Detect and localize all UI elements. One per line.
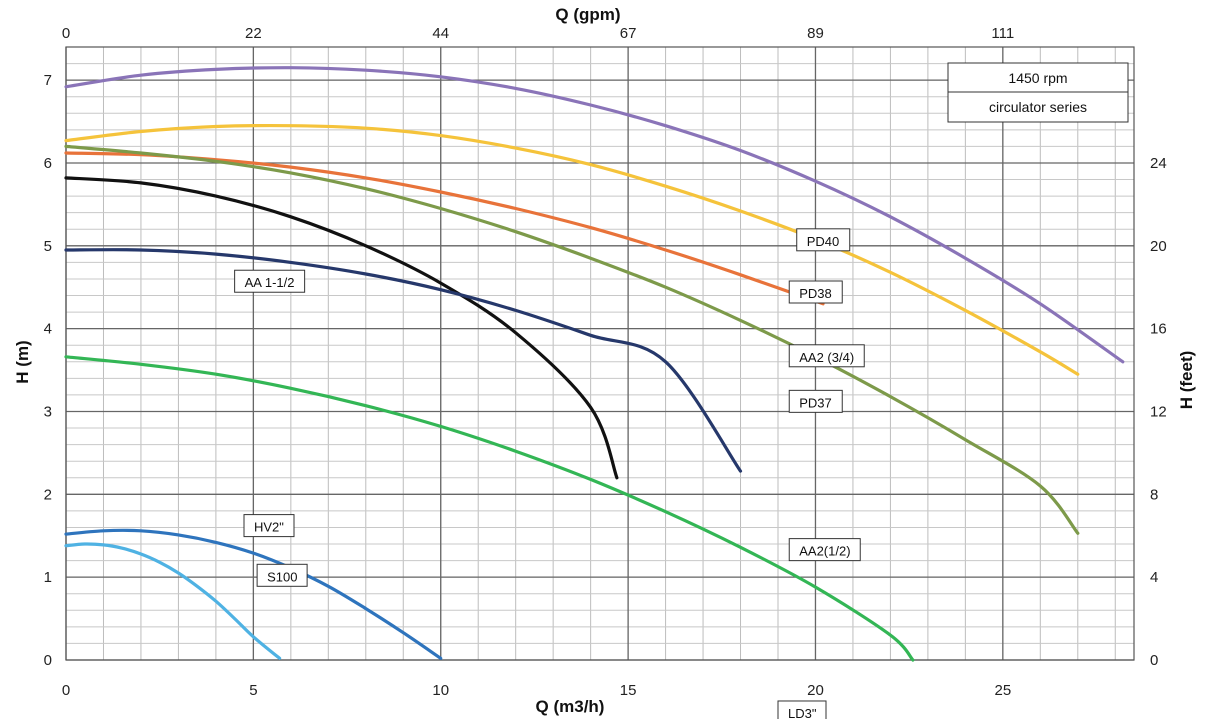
- series-label-frame: [777, 700, 827, 719]
- x-tick-label: 5: [249, 682, 257, 699]
- series-label-frame: [256, 563, 308, 587]
- y-axis-title: H (m): [13, 340, 32, 383]
- series-line-hv2: [64, 528, 443, 660]
- info-box-series-frame: [947, 91, 1129, 123]
- y-tick-label: 2: [44, 486, 52, 503]
- secondary-x-tick-label: 22: [245, 25, 262, 42]
- series-line-ld3: [64, 355, 915, 662]
- secondary-y-axis-title: H (feet): [1177, 351, 1196, 410]
- secondary-y-axis-ticks: 0 4 8 12 16 20 24: [1150, 155, 1167, 669]
- secondary-y-tick-label: 4: [1150, 569, 1158, 586]
- series-label-frame: [788, 280, 843, 304]
- secondary-x-axis-title: Q (gpm): [555, 5, 620, 24]
- series-line-pd37: [64, 144, 1080, 535]
- series-label-text: AA 1-1/2: [245, 275, 295, 290]
- series-label-frame: [796, 228, 851, 252]
- y-tick-label: 6: [44, 155, 52, 172]
- secondary-x-tick-label: 89: [807, 25, 824, 42]
- series-lines: [64, 66, 1125, 662]
- y-tick-label: 1: [44, 569, 52, 586]
- series-label-aa2-1-2: AA2(1/2): [788, 538, 861, 562]
- info-box: 1450 rpm circulator series: [947, 62, 1129, 123]
- series-label-ld3: LD3": [777, 700, 827, 719]
- y-tick-label: 4: [44, 321, 52, 338]
- secondary-x-axis-ticks: 0 22 44 67 89 111: [62, 25, 1014, 42]
- series-label-text: PD38: [799, 286, 832, 301]
- series-label-frame: [243, 514, 295, 538]
- secondary-x-tick-label: 44: [432, 25, 449, 42]
- secondary-x-tick-label: 0: [62, 25, 70, 42]
- x-axis-ticks: 0 5 10 15 20 25: [62, 682, 1011, 699]
- x-tick-label: 25: [994, 682, 1011, 699]
- series-label-s100: S100: [256, 563, 308, 587]
- secondary-x-tick-label: 111: [991, 25, 1014, 42]
- secondary-y-tick-label: 8: [1150, 486, 1158, 503]
- series-line-s100: [64, 542, 282, 660]
- series-label-text: HV2": [254, 520, 284, 535]
- y-tick-label: 7: [44, 72, 52, 89]
- series-line-aa2-1-2: [64, 248, 743, 473]
- series-line-pd38: [64, 123, 1080, 376]
- secondary-y-tick-label: 24: [1150, 155, 1167, 172]
- series-label-pd40: PD40: [796, 228, 851, 252]
- series-labels: PD40 PD38 AA2 (3/4) PD37 AA 1-1/2 AA2(1/2) LD3…: [234, 228, 865, 719]
- series-label-text: PD40: [807, 234, 840, 249]
- series-label-aa-1-1-2: AA 1-1/2: [234, 269, 306, 293]
- secondary-y-tick-label: 20: [1150, 238, 1167, 255]
- y-axis-ticks: 0 1 2 3 4 5 6 7: [44, 72, 52, 669]
- series-label-hv2: HV2": [243, 514, 295, 538]
- series-label-text: AA2(1/2): [799, 544, 850, 559]
- series-label-pd37: PD37: [788, 389, 843, 413]
- series-label-frame: [788, 389, 843, 413]
- series-label-text: PD37: [799, 395, 832, 410]
- series-label-text: LD3": [788, 706, 817, 719]
- series-line-pd40: [64, 66, 1125, 364]
- y-tick-label: 3: [44, 403, 52, 420]
- info-box-speed-frame: [947, 62, 1129, 93]
- secondary-x-tick-label: 67: [620, 25, 637, 42]
- series-label-frame: [788, 344, 865, 368]
- secondary-y-tick-label: 16: [1150, 321, 1167, 338]
- series-label-text: AA2 (3/4): [799, 350, 854, 365]
- info-box-speed: 1450 rpm: [1008, 70, 1067, 86]
- x-tick-label: 15: [620, 682, 637, 699]
- y-tick-label: 0: [44, 652, 52, 669]
- series-label-frame: [234, 269, 306, 293]
- info-box-series: circulator series: [989, 99, 1087, 115]
- secondary-y-tick-label: 12: [1150, 403, 1167, 420]
- series-label-text: S100: [267, 569, 297, 584]
- series-line-aa-1-1-2: [64, 176, 619, 480]
- x-tick-label: 10: [432, 682, 449, 699]
- series-label-pd38: PD38: [788, 280, 843, 304]
- series-label-aa2-3-4: AA2 (3/4): [788, 344, 865, 368]
- secondary-y-tick-label: 0: [1150, 652, 1158, 669]
- x-tick-label: 20: [807, 682, 824, 699]
- series-label-frame: [788, 538, 861, 562]
- plot-background: [66, 47, 1134, 660]
- y-tick-label: 5: [44, 238, 52, 255]
- x-tick-label: 0: [62, 682, 70, 699]
- x-axis-title: Q (m3/h): [536, 697, 605, 716]
- plot-frame: [65, 46, 1135, 661]
